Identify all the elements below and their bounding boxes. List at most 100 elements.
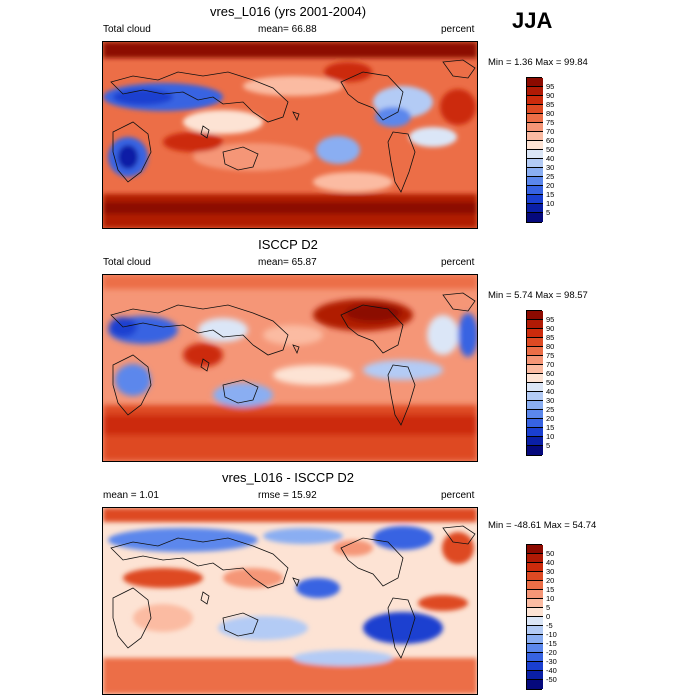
colorbar-tick-label: -20 bbox=[546, 647, 557, 657]
colorbar-tick-label: 10 bbox=[546, 593, 555, 603]
colorbar-tick-label: 5 bbox=[546, 440, 551, 450]
colorbar-swatch bbox=[527, 419, 543, 428]
colorbar-swatch bbox=[527, 554, 543, 563]
colorbar-tick-label: -30 bbox=[546, 656, 557, 666]
panel-3-title: vres_L016 - ISCCP D2 bbox=[222, 470, 354, 485]
colorbar-tick-label: 75 bbox=[546, 350, 555, 360]
colorbar-tick-label: 0 bbox=[546, 611, 551, 621]
colorbar-tick-label: 20 bbox=[546, 413, 555, 423]
colorbar-tick-label: 50 bbox=[546, 548, 555, 558]
colorbar-tick-label: 70 bbox=[546, 126, 555, 136]
colorbar-tick-label: 50 bbox=[546, 377, 555, 387]
colorbar-swatch bbox=[527, 410, 543, 419]
colorbar-swatch bbox=[527, 320, 543, 329]
colorbar-tick-label: -5 bbox=[546, 620, 553, 630]
colorbar-swatch bbox=[527, 141, 543, 150]
colorbar-tick-label: 90 bbox=[546, 90, 555, 100]
panel-2-map-field bbox=[103, 275, 477, 461]
colorbar-swatch bbox=[527, 96, 543, 105]
colorbar-tick-label: 60 bbox=[546, 368, 555, 378]
colorbar-swatch bbox=[527, 374, 543, 383]
colorbar-swatch bbox=[527, 545, 543, 554]
panel-2-title: ISCCP D2 bbox=[258, 237, 318, 252]
colorbar-swatch bbox=[527, 78, 543, 87]
colorbar-swatch bbox=[527, 599, 543, 608]
colorbar-tick-label: 95 bbox=[546, 314, 555, 324]
colorbar-tick-label: 15 bbox=[546, 422, 555, 432]
colorbar-swatch bbox=[527, 168, 543, 177]
panel-2-mean-label: mean= 65.87 bbox=[258, 257, 317, 268]
colorbar-swatch bbox=[527, 437, 543, 446]
colorbar-tick-label: 15 bbox=[546, 189, 555, 199]
panel-3-map bbox=[102, 507, 478, 695]
colorbar-swatch bbox=[527, 338, 543, 347]
panel-3-colorbar: 50 40 30 20 15 10 5 0 -5 -10 -15 -20 -30 -40 -50 bbox=[526, 544, 606, 694]
colorbar-swatch bbox=[527, 311, 543, 320]
colorbar-tick-label: -50 bbox=[546, 674, 557, 684]
colorbar-swatch bbox=[527, 347, 543, 356]
colorbar-swatch bbox=[527, 356, 543, 365]
panel-2-colorbar: 95 90 85 80 75 70 60 50 40 30 25 20 15 10 5 bbox=[526, 310, 606, 460]
colorbar-swatch bbox=[527, 671, 543, 680]
colorbar-tick-label: 40 bbox=[546, 557, 555, 567]
colorbar-swatch bbox=[527, 123, 543, 132]
panel-1-units-label: percent bbox=[441, 24, 475, 35]
panel-2-map bbox=[102, 274, 478, 462]
colorbar-tick-label: 50 bbox=[546, 144, 555, 154]
colorbar-swatch bbox=[527, 572, 543, 581]
colorbar-tick-label: 60 bbox=[546, 135, 555, 145]
colorbar-tick-label: 30 bbox=[546, 395, 555, 405]
colorbar-swatch bbox=[527, 563, 543, 572]
colorbar-tick-label: 10 bbox=[546, 198, 555, 208]
colorbar-swatch bbox=[527, 428, 543, 437]
colorbar-tick-label: 5 bbox=[546, 602, 551, 612]
panel-3-map-field bbox=[103, 508, 477, 694]
colorbar-tick-label: 85 bbox=[546, 332, 555, 342]
colorbar-swatch bbox=[527, 635, 543, 644]
panel-1-colorbar: 95 90 85 80 75 70 60 50 40 30 25 20 15 10 5 bbox=[526, 77, 606, 227]
colorbar-tick-label: 90 bbox=[546, 323, 555, 333]
panel-1-variable-label: Total cloud bbox=[103, 24, 151, 35]
panel-1-mean-label: mean= 66.88 bbox=[258, 24, 317, 35]
colorbar-tick-label: 20 bbox=[546, 575, 555, 585]
colorbar-tick-label: 5 bbox=[546, 207, 551, 217]
colorbar-swatch bbox=[527, 150, 543, 159]
panel-2-variable-label: Total cloud bbox=[103, 257, 151, 268]
colorbar-tick-label: 85 bbox=[546, 99, 555, 109]
colorbar-swatch bbox=[527, 626, 543, 635]
colorbar-tick-label: 10 bbox=[546, 431, 555, 441]
colorbar-swatch bbox=[527, 195, 543, 204]
colorbar-swatch bbox=[527, 617, 543, 626]
colorbar-swatch bbox=[527, 401, 543, 410]
colorbar-tick-label: 75 bbox=[546, 117, 555, 127]
colorbar-tick-label: 80 bbox=[546, 341, 555, 351]
panel-3-rmse-label: rmse = 15.92 bbox=[258, 490, 317, 501]
colorbar-swatch bbox=[527, 590, 543, 599]
colorbar-swatch bbox=[527, 114, 543, 123]
colorbar-tick-label: 40 bbox=[546, 153, 555, 163]
colorbar-swatch bbox=[527, 680, 543, 689]
colorbar-tick-label: 70 bbox=[546, 359, 555, 369]
colorbar-swatch bbox=[527, 204, 543, 213]
colorbar-tick-label: 30 bbox=[546, 566, 555, 576]
colorbar-tick-label: 40 bbox=[546, 386, 555, 396]
season-label: JJA bbox=[512, 8, 553, 33]
colorbar-tick-label: -15 bbox=[546, 638, 557, 648]
colorbar-tick-label: 25 bbox=[546, 404, 555, 414]
colorbar-swatch bbox=[527, 383, 543, 392]
panel-2-units-label: percent bbox=[441, 257, 475, 268]
colorbar-swatch bbox=[527, 87, 543, 96]
colorbar-swatch bbox=[527, 662, 543, 671]
colorbar-swatch bbox=[527, 177, 543, 186]
colorbar-tick-label: -40 bbox=[546, 665, 557, 675]
colorbar-swatch bbox=[527, 392, 543, 401]
colorbar-tick-label: 30 bbox=[546, 162, 555, 172]
colorbar-swatch bbox=[527, 644, 543, 653]
colorbar-tick-label: 20 bbox=[546, 180, 555, 190]
panel-1-map-field bbox=[103, 42, 477, 228]
panel-3-mean-label: mean = 1.01 bbox=[103, 490, 159, 501]
panel-3-units-label: percent bbox=[441, 490, 475, 501]
colorbar-swatch bbox=[527, 132, 543, 141]
colorbar-tick-label: 15 bbox=[546, 584, 555, 594]
colorbar-swatch bbox=[527, 608, 543, 617]
